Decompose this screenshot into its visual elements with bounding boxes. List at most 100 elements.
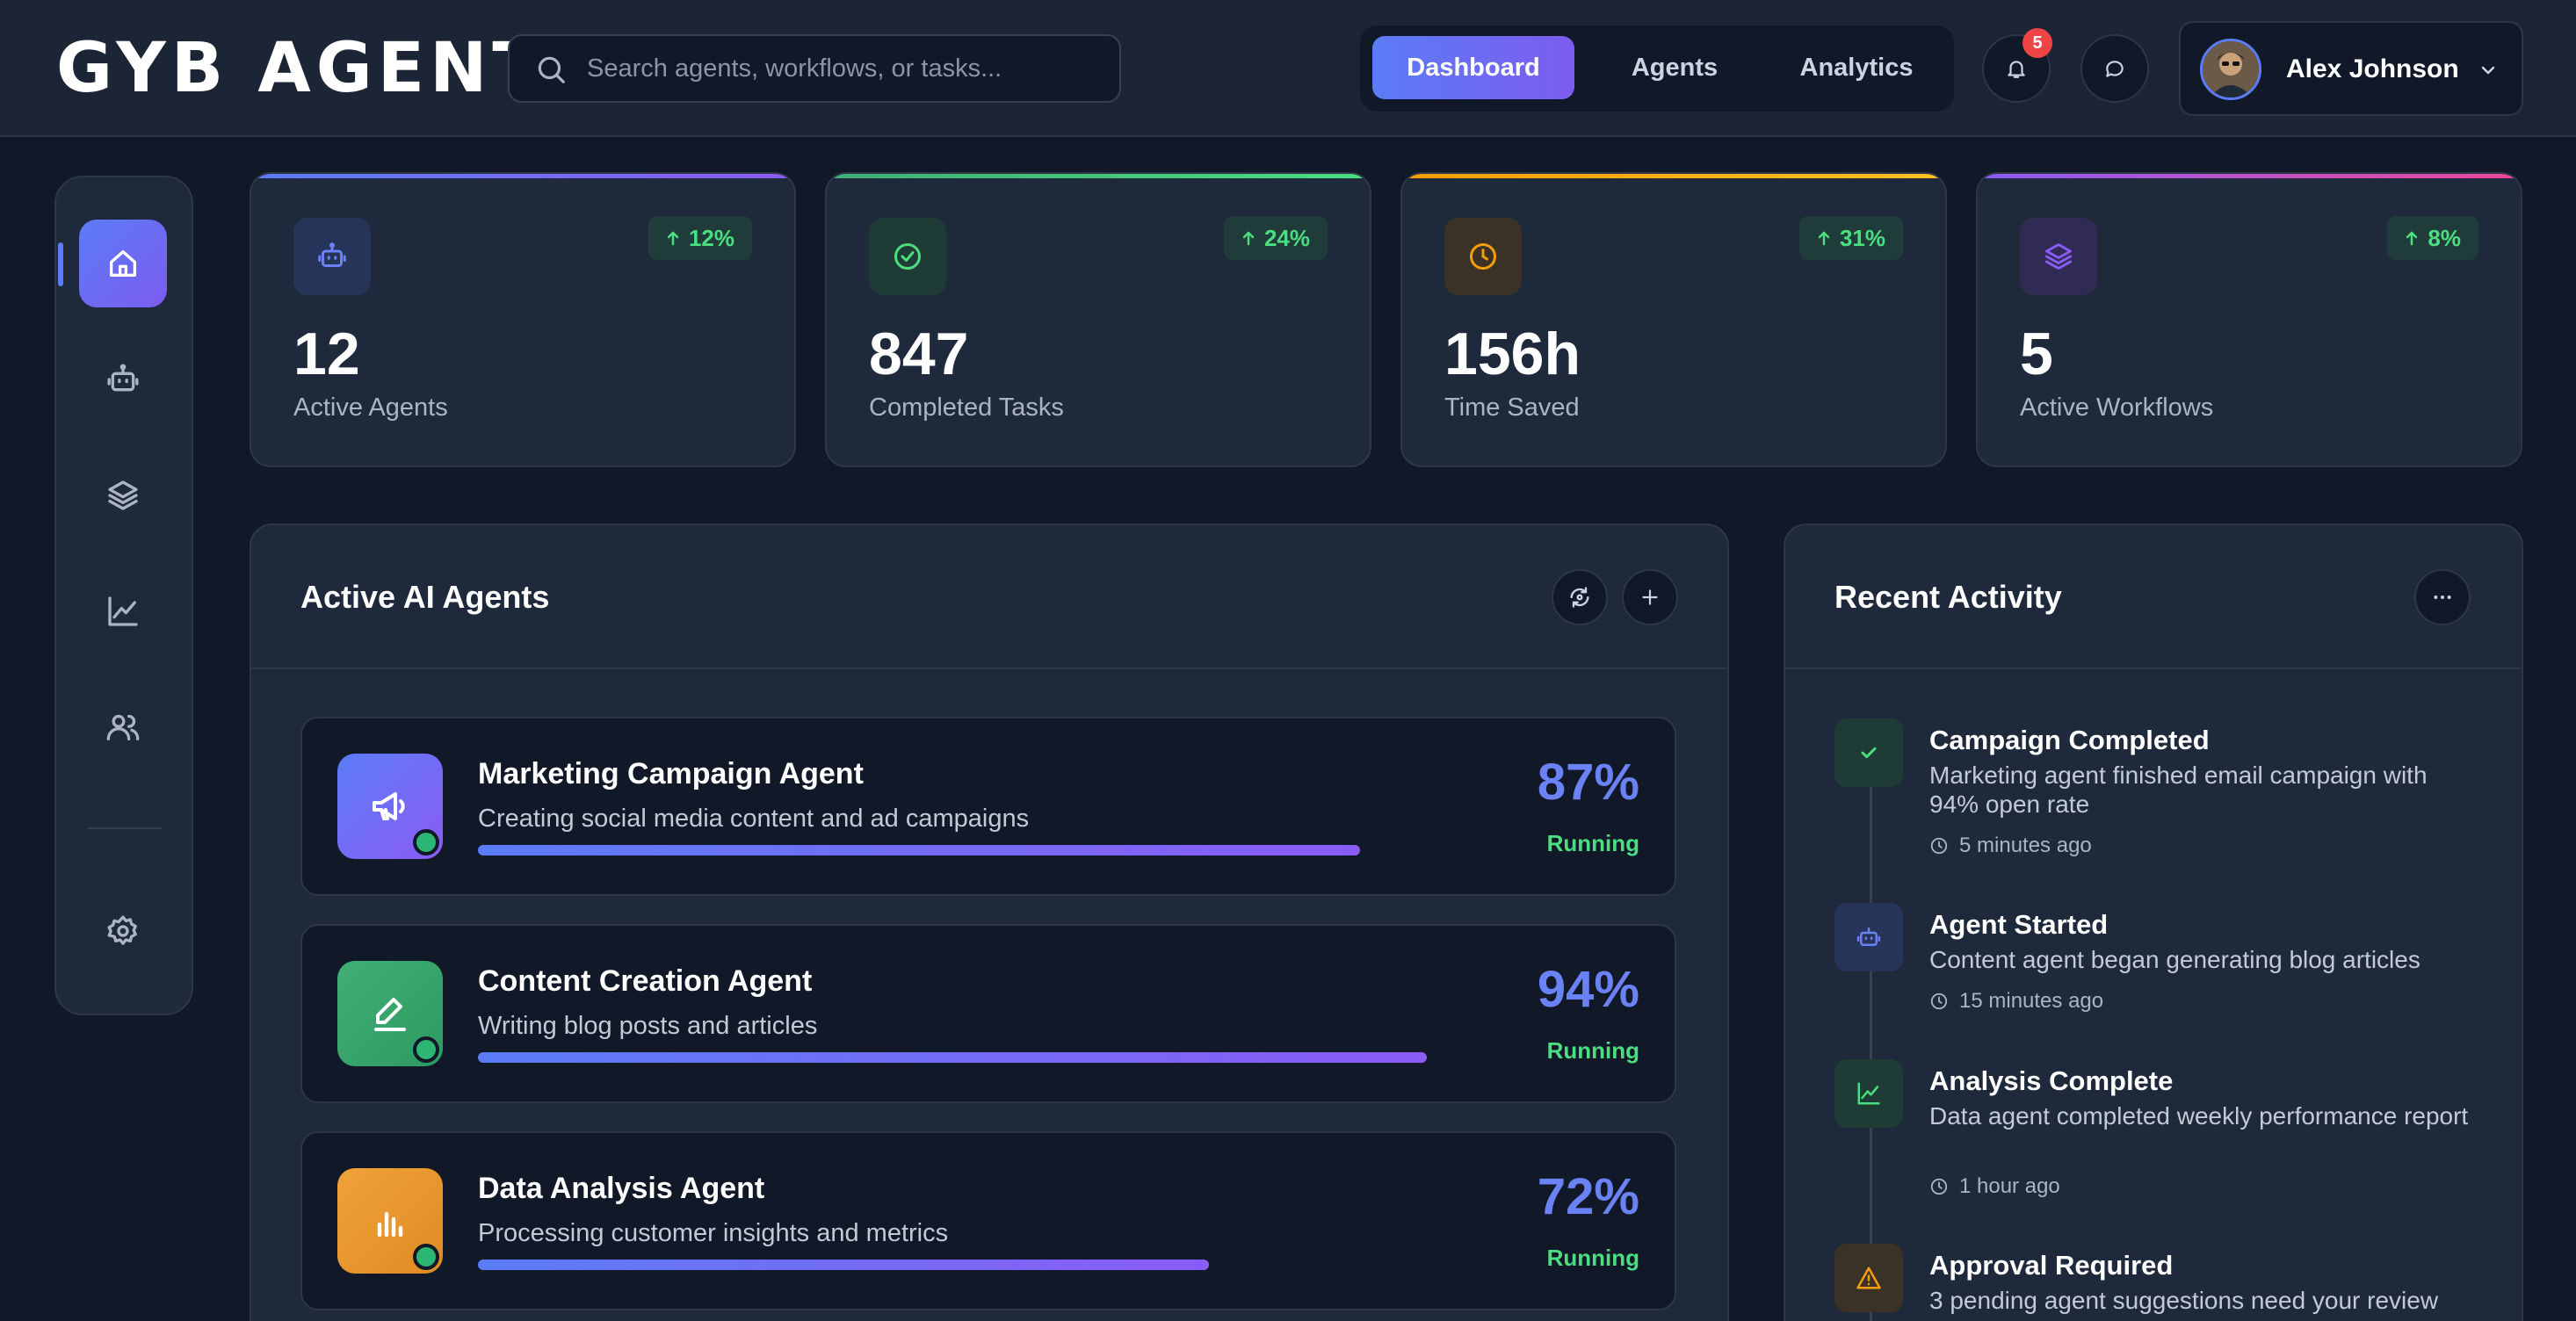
tab-dashboard[interactable]: Dashboard bbox=[1372, 36, 1574, 99]
activity-title: Approval Required bbox=[1929, 1250, 2174, 1281]
stat-change-badge: 12% bbox=[648, 216, 752, 260]
robot-icon bbox=[105, 362, 141, 397]
agent-name: Data Analysis Agent bbox=[478, 1172, 765, 1205]
recent-activity-panel: Recent Activity Campaign Completed Marke… bbox=[1784, 523, 2523, 1321]
sidebar-item-analytics[interactable] bbox=[79, 567, 167, 655]
warning-icon bbox=[1834, 1244, 1903, 1312]
robot-icon bbox=[293, 218, 371, 295]
stat-card-completed-tasks[interactable]: 24% 847 Completed Tasks bbox=[825, 172, 1371, 467]
activity-time: 15 minutes ago bbox=[1929, 988, 2103, 1014]
online-status-dot bbox=[413, 1244, 439, 1270]
stat-label: Active Workflows bbox=[2020, 393, 2214, 422]
stat-label: Active Agents bbox=[293, 393, 448, 422]
refresh-button[interactable] bbox=[1552, 569, 1608, 625]
clock-icon bbox=[1444, 218, 1522, 295]
tab-agents[interactable]: Agents bbox=[1631, 53, 1719, 82]
stat-change-badge: 31% bbox=[1798, 216, 1903, 260]
stat-accent-bar bbox=[251, 174, 794, 178]
stat-card-active-workflows[interactable]: 8% 5 Active Workflows bbox=[1976, 172, 2522, 467]
notifications-button[interactable] bbox=[1982, 34, 2051, 103]
stat-accent-bar bbox=[1402, 174, 1945, 178]
stat-accent-bar bbox=[827, 174, 1370, 178]
agent-progress-percent: 72% bbox=[1537, 1168, 1639, 1225]
more-options-button[interactable] bbox=[2414, 569, 2471, 625]
user-menu[interactable]: Alex Johnson bbox=[2179, 21, 2523, 116]
bell-icon bbox=[2005, 57, 2028, 80]
top-header: GYB AGENT Dashboard Agents Analytics 5 bbox=[0, 0, 2576, 137]
agent-description: Writing blog posts and articles bbox=[478, 1012, 818, 1040]
activity-description: Marketing agent finished email campaign … bbox=[1929, 762, 2428, 818]
agent-progress-percent: 87% bbox=[1537, 754, 1639, 811]
line-chart-icon bbox=[1834, 1059, 1903, 1128]
gear-icon bbox=[105, 913, 141, 949]
stat-value: 12 bbox=[293, 321, 360, 387]
panel-header: Recent Activity bbox=[1785, 525, 2522, 669]
search-input[interactable] bbox=[587, 36, 1105, 101]
agent-status: Running bbox=[1546, 1037, 1639, 1064]
stat-value: 156h bbox=[1444, 321, 1581, 387]
add-agent-button[interactable] bbox=[1622, 569, 1678, 625]
agent-status: Running bbox=[1546, 1245, 1639, 1271]
stat-change-value: 31% bbox=[1839, 224, 1885, 251]
agent-description: Processing customer insights and metrics bbox=[478, 1219, 949, 1247]
sidebar-item-home[interactable] bbox=[79, 220, 167, 307]
activity-description: 3 pending agent suggestions need your re… bbox=[1929, 1287, 2439, 1314]
arrow-up-icon bbox=[1818, 231, 1830, 246]
stat-label: Completed Tasks bbox=[869, 393, 1064, 422]
stat-change-value: 8% bbox=[2428, 224, 2461, 251]
arrow-up-icon bbox=[1242, 231, 1255, 246]
stat-change-value: 24% bbox=[1263, 224, 1310, 251]
stat-card-active-agents[interactable]: 12% 12 Active Agents bbox=[250, 172, 796, 467]
activity-time: 1 hour ago bbox=[1929, 1173, 2060, 1200]
stat-card-time-saved[interactable]: 31% 156h Time Saved bbox=[1400, 172, 1947, 467]
clock-icon bbox=[1930, 993, 1948, 1010]
agent-name: Marketing Campaign Agent bbox=[478, 757, 864, 790]
home-icon bbox=[105, 246, 141, 281]
stat-change-badge: 8% bbox=[2387, 216, 2478, 260]
stat-change-value: 12% bbox=[688, 224, 734, 251]
agent-description: Creating social media content and ad cam… bbox=[478, 805, 1030, 833]
sidebar-item-settings[interactable] bbox=[79, 887, 167, 975]
activity-title: Campaign Completed bbox=[1929, 725, 2210, 755]
agent-card-data-analysis[interactable]: Data Analysis Agent Processing customer … bbox=[300, 1131, 1676, 1310]
agent-status: Running bbox=[1546, 830, 1639, 856]
arrow-up-icon bbox=[2406, 231, 2418, 246]
check-circle-icon bbox=[869, 218, 946, 295]
robot-icon bbox=[1834, 903, 1903, 971]
check-icon bbox=[1834, 718, 1903, 787]
panel-title: Recent Activity bbox=[1834, 579, 2062, 615]
clock-icon bbox=[1930, 837, 1948, 855]
sidebar-item-workflows[interactable] bbox=[79, 451, 167, 539]
activity-description: Content agent began generating blog arti… bbox=[1929, 946, 2420, 973]
sidebar-item-team[interactable] bbox=[79, 683, 167, 771]
layers-icon bbox=[2020, 218, 2097, 295]
agent-card-content[interactable]: Content Creation Agent Writing blog post… bbox=[300, 924, 1676, 1103]
main-nav: Dashboard Agents Analytics bbox=[1360, 25, 1954, 112]
app-logo[interactable]: GYB AGENT bbox=[56, 29, 545, 108]
messages-button[interactable] bbox=[2080, 34, 2149, 103]
sidebar-item-agents[interactable] bbox=[79, 336, 167, 423]
online-status-dot bbox=[413, 829, 439, 855]
user-name: Alex Johnson bbox=[2286, 54, 2459, 83]
stat-label: Time Saved bbox=[1444, 393, 1580, 422]
chevron-down-icon bbox=[2478, 60, 2499, 81]
agent-name: Content Creation Agent bbox=[478, 964, 813, 998]
activity-time-text: 15 minutes ago bbox=[1959, 989, 2104, 1013]
sidebar bbox=[54, 176, 193, 1015]
agent-card-marketing[interactable]: Marketing Campaign Agent Creating social… bbox=[300, 717, 1676, 896]
agent-progress-bar bbox=[478, 1260, 1209, 1270]
activity-time-text: 5 minutes ago bbox=[1959, 834, 2092, 857]
arrow-up-icon bbox=[667, 231, 679, 246]
users-icon bbox=[105, 710, 141, 745]
activity-title: Agent Started bbox=[1929, 909, 2109, 940]
stat-value: 847 bbox=[869, 321, 969, 387]
activity-title: Analysis Complete bbox=[1929, 1065, 2174, 1096]
more-horizontal-icon bbox=[2431, 586, 2454, 609]
stat-value: 5 bbox=[2020, 321, 2053, 387]
search-box[interactable] bbox=[508, 34, 1121, 103]
active-agents-panel: Active AI Agents Marketing Campaign Agen… bbox=[250, 523, 1729, 1321]
agent-progress-bar bbox=[478, 845, 1360, 855]
tab-analytics[interactable]: Analytics bbox=[1799, 53, 1914, 82]
agent-progress-percent: 94% bbox=[1537, 961, 1639, 1018]
online-status-dot bbox=[413, 1036, 439, 1063]
